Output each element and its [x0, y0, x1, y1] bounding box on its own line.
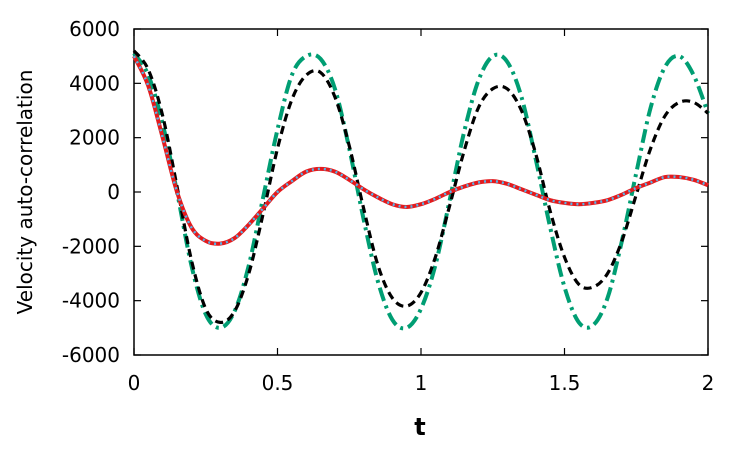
x-tick-label: 0	[128, 371, 141, 395]
y-axis-ticks: -6000 -4000 -2000 0 2000 4000 6000	[62, 17, 708, 367]
series-line-2	[132, 49, 710, 325]
series-layer	[132, 49, 710, 331]
y-tick-label: 4000	[69, 71, 120, 95]
y-tick-label: 6000	[69, 17, 120, 41]
x-tick-label: 2	[702, 371, 715, 395]
series-line-1	[132, 52, 710, 331]
y-tick-label: 0	[107, 180, 120, 204]
series-line-4	[132, 55, 709, 246]
y-axis-title: Velocity auto-correlation	[13, 70, 37, 315]
x-tick-label: 1	[415, 371, 428, 395]
x-tick-label: 1.5	[549, 371, 581, 395]
x-axis-ticks: 0 0.5 1 1.5 2	[128, 29, 715, 395]
y-tick-label: 2000	[69, 126, 120, 150]
x-axis-title: t	[414, 413, 425, 441]
y-tick-label: -4000	[62, 289, 120, 313]
series-line-3	[132, 55, 709, 246]
y-tick-label: -2000	[62, 234, 120, 258]
plot-area	[133, 28, 709, 356]
plot-frame	[133, 28, 709, 356]
y-tick-label: -6000	[62, 343, 120, 367]
x-tick-label: 0.5	[262, 371, 294, 395]
